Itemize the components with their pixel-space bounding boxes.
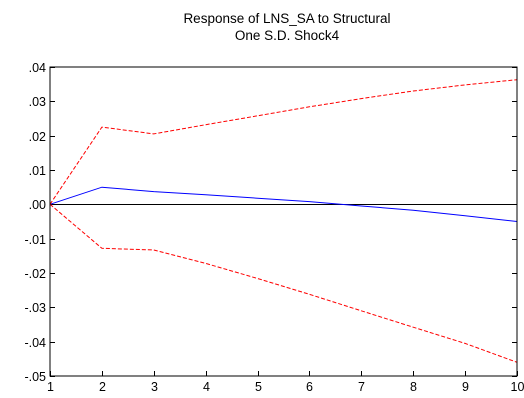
chart-title-line-2: One S.D. Shock4 <box>234 28 340 43</box>
y-tick-label: .03 <box>29 95 46 109</box>
y-tick-label: .04 <box>29 61 46 75</box>
upper_band-line <box>49 79 518 205</box>
axis-ticks <box>50 67 518 377</box>
y-tick-label: .02 <box>29 130 46 144</box>
series-lines <box>49 79 518 363</box>
x-tick-label: 9 <box>462 380 469 394</box>
y-tick-label: -.02 <box>24 267 46 281</box>
chart-title-line-1: Response of LNS_SA to Structural <box>183 11 391 26</box>
x-tick-label: 5 <box>255 380 262 394</box>
x-tick-label: 2 <box>99 380 106 394</box>
chart-title: Response of LNS_SA to Structural One S.D… <box>0 10 524 44</box>
response-line <box>49 186 518 222</box>
tick-labels: .04 .03 .02 .01 .00 -.01 -.02 -.03 -.04 -.051 2 3 4 5… <box>24 61 524 394</box>
x-tick-label: 1 <box>47 380 54 394</box>
x-tick-label: 8 <box>410 380 417 394</box>
x-tick-label: 7 <box>358 380 365 394</box>
plot-frame <box>49 66 518 377</box>
y-tick-label: .01 <box>29 164 46 178</box>
y-tick-label: -.04 <box>24 336 46 350</box>
x-tick-label: 10 <box>511 380 524 394</box>
lower_band-line <box>49 203 518 363</box>
y-tick-label: .00 <box>29 198 46 212</box>
y-tick-label: -.01 <box>24 233 46 247</box>
y-tick-label: -.05 <box>24 370 46 384</box>
x-tick-label: 6 <box>306 380 313 394</box>
x-tick-label: 4 <box>203 380 210 394</box>
y-tick-label: -.03 <box>24 301 46 315</box>
x-tick-label: 3 <box>151 380 158 394</box>
